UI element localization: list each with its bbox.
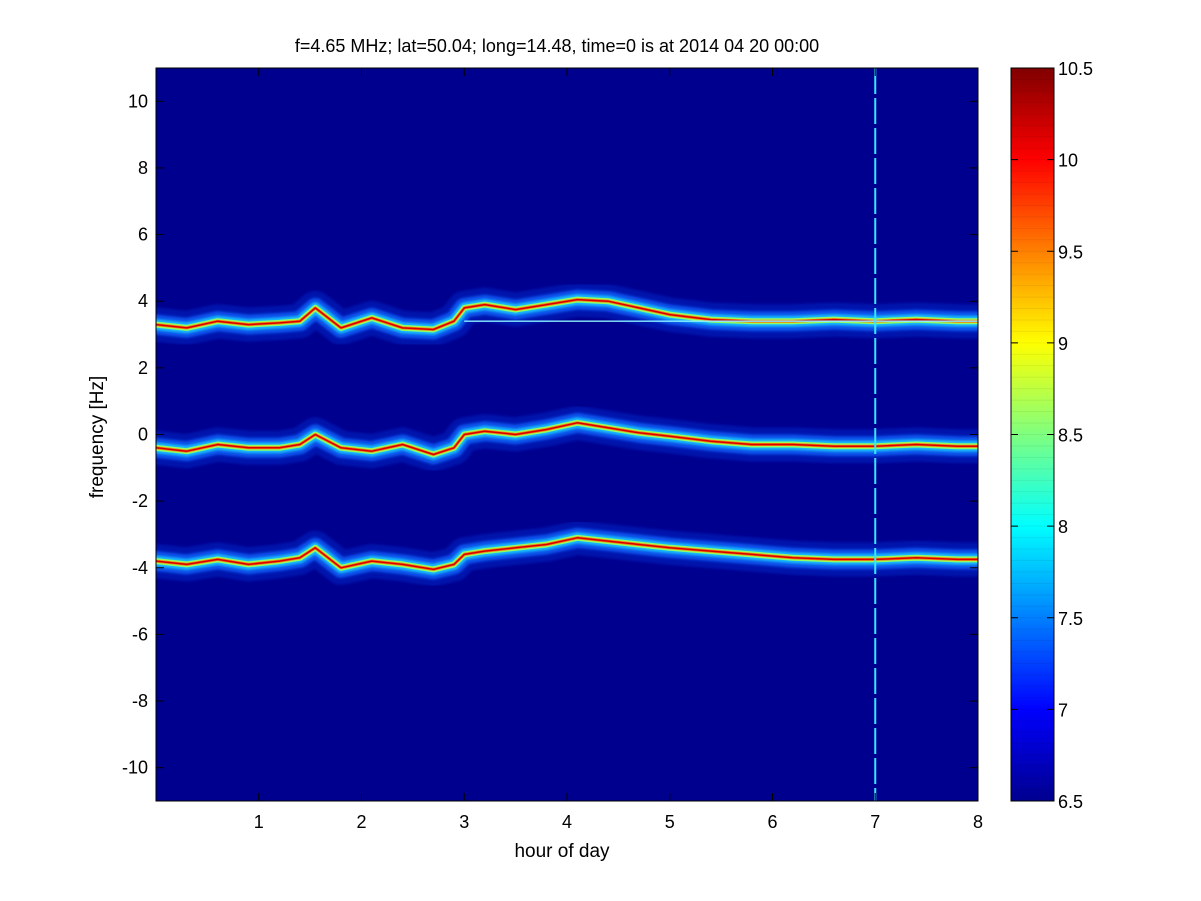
x-tick-label: 6 <box>767 812 777 832</box>
x-tick-label: 8 <box>973 812 983 832</box>
x-tick-label: 3 <box>459 812 469 832</box>
x-axis-label: hour of day <box>514 841 610 862</box>
colorbar-ticks: 6.5 7 7.5 8 8.5 9 9.5 10 10.5 <box>1011 59 1093 812</box>
y-tick-label: 0 <box>138 425 148 445</box>
colorbar-tick-label: 6.5 <box>1058 792 1083 812</box>
heatmap-traces <box>156 68 978 801</box>
colorbar-gradient <box>1011 68 1054 801</box>
x-tick-label: 1 <box>254 812 264 832</box>
colorbar-tick-label: 10 <box>1058 151 1078 171</box>
y-tick-label: 10 <box>128 91 148 111</box>
colorbar-tick-label: 8 <box>1058 517 1068 537</box>
y-axis-ticks: -10 -8 -6 -4 -2 0 2 4 6 8 10 <box>122 91 978 778</box>
trace-1-band-6 <box>156 298 978 331</box>
x-tick-label: 5 <box>665 812 675 832</box>
trace-3-band-6 <box>156 537 978 571</box>
colorbar-tick-label: 10.5 <box>1058 59 1093 79</box>
colorbar-tick-label: 7 <box>1058 700 1068 720</box>
y-tick-label: -4 <box>132 558 148 578</box>
y-tick-label: 4 <box>138 291 148 311</box>
trace-2-band-6 <box>156 422 978 456</box>
plot-area: 1 2 3 4 5 6 7 8 -10 -8 -6 -4 -2 0 2 4 6 8 10 <box>122 67 983 832</box>
colorbar-tick-label: 7.5 <box>1058 609 1083 629</box>
y-axis-label: frequency [Hz] <box>87 376 108 499</box>
y-tick-label: -8 <box>132 691 148 711</box>
colorbar: 6.5 7 7.5 8 8.5 9 9.5 10 10.5 <box>1010 59 1093 812</box>
y-tick-label: -10 <box>122 758 148 778</box>
colorbar-tick-label: 8.5 <box>1058 426 1083 446</box>
x-tick-label: 2 <box>356 812 366 832</box>
colorbar-tick-label: 9.5 <box>1058 242 1083 262</box>
y-tick-label: -2 <box>132 491 148 511</box>
y-tick-label: 2 <box>138 358 148 378</box>
y-tick-label: 6 <box>138 225 148 245</box>
x-axis-ticks: 1 2 3 4 5 6 7 8 <box>254 68 983 832</box>
y-tick-label: -6 <box>132 624 148 644</box>
colorbar-bands <box>1011 78 1054 791</box>
chart-title: f=4.65 MHz; lat=50.04; long=14.48, time=… <box>295 36 819 56</box>
x-tick-label: 7 <box>870 812 880 832</box>
x-tick-label: 4 <box>562 812 572 832</box>
colorbar-tick-label: 9 <box>1058 334 1068 354</box>
y-tick-label: 8 <box>138 158 148 178</box>
